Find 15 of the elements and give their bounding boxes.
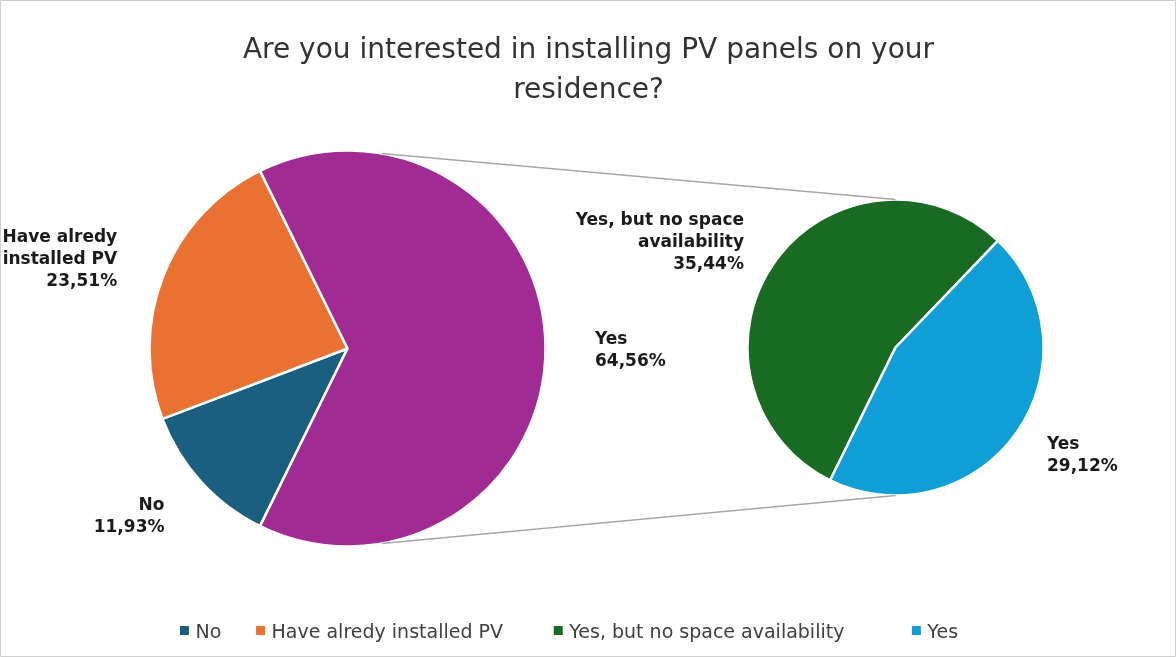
legend-label: No <box>195 619 222 642</box>
legend-label: Yes, but no space availability <box>568 619 845 642</box>
chart-title: Are you interested in installing PV panels on your residence? <box>242 32 935 105</box>
legend-label: Yes <box>926 619 959 642</box>
slice-label: Have alredy installed PV <box>2 225 119 268</box>
data-label: 64,56% <box>595 349 666 370</box>
slice-label: Yes <box>594 327 628 348</box>
data-label: 29,12% <box>1047 454 1118 475</box>
slice-label: Yes <box>1046 432 1080 453</box>
data-label: 11,93% <box>93 516 165 537</box>
data-label: 35,44% <box>673 253 744 274</box>
data-label: 23,51% <box>46 269 118 290</box>
slice-label: Yes, but no space availability <box>574 209 745 252</box>
slice-label: No <box>138 494 165 515</box>
legend-label: Have alredy installed PV <box>271 619 503 642</box>
